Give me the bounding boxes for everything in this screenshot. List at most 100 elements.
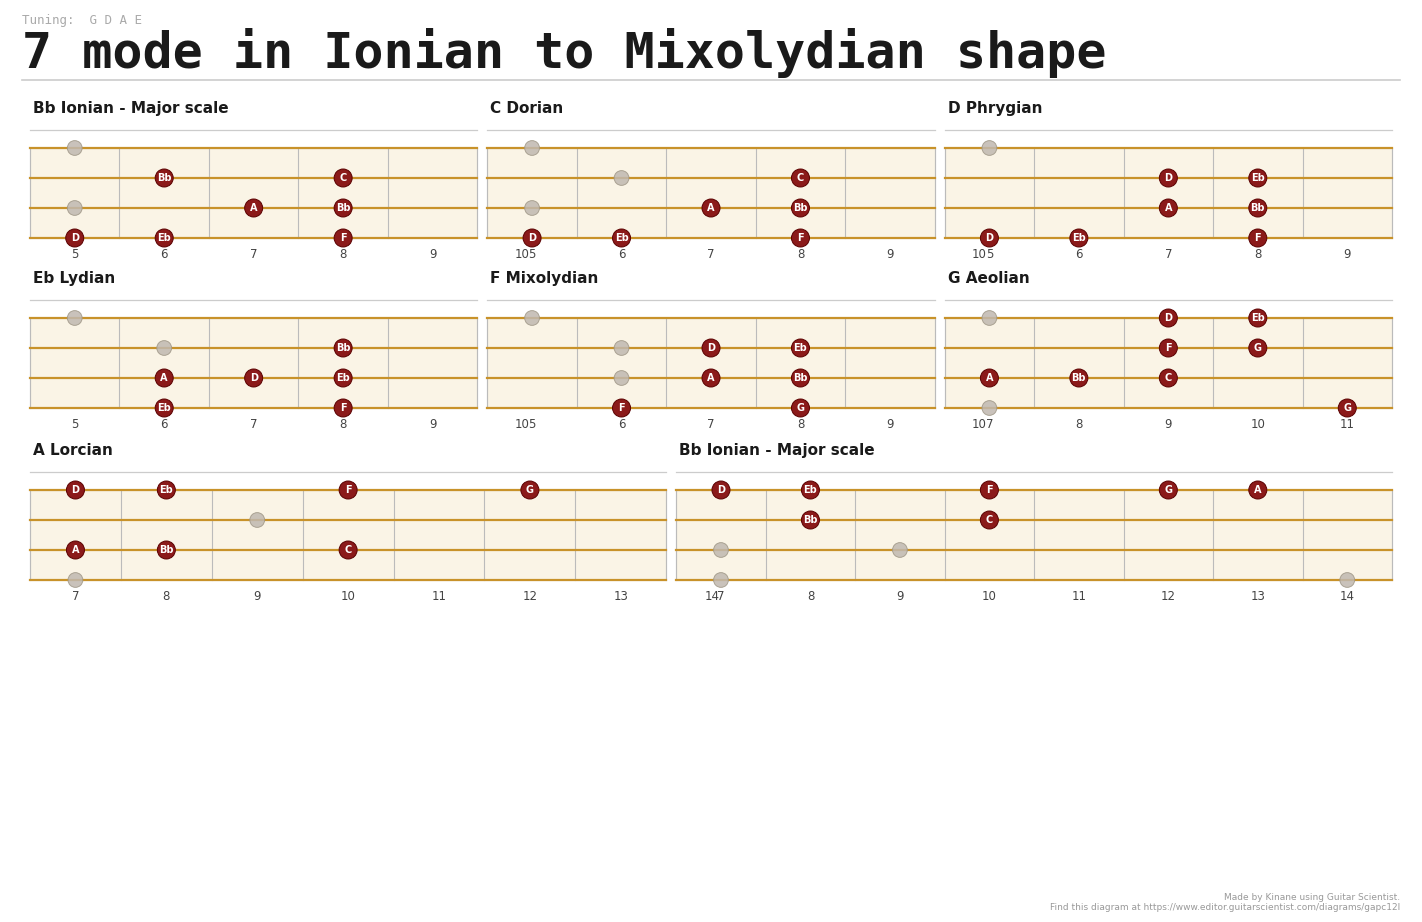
Circle shape: [250, 513, 264, 527]
Text: F: F: [344, 485, 351, 495]
Bar: [677, 490, 1392, 580]
Bar: [30, 490, 667, 580]
Text: Eb: Eb: [793, 343, 808, 353]
Bar: [30, 148, 478, 238]
Text: Bb: Bb: [803, 515, 818, 525]
Bar: [30, 318, 478, 408]
Text: Bb: Bb: [793, 203, 808, 213]
Text: Eb: Eb: [1251, 313, 1264, 323]
Circle shape: [712, 481, 729, 499]
Text: 9: 9: [1344, 248, 1351, 261]
Circle shape: [614, 171, 629, 185]
Text: 6: 6: [1075, 248, 1082, 261]
Bar: [944, 148, 1392, 238]
Circle shape: [156, 340, 172, 355]
Circle shape: [68, 573, 82, 587]
Text: D: D: [1165, 313, 1172, 323]
Text: Bb Ionian - Major scale: Bb Ionian - Major scale: [33, 101, 229, 116]
Text: 7 mode in Ionian to Mixolydian shape: 7 mode in Ionian to Mixolydian shape: [21, 28, 1106, 78]
Text: D: D: [71, 233, 78, 243]
Circle shape: [158, 481, 175, 499]
Text: 5: 5: [71, 418, 78, 431]
Text: 7: 7: [71, 590, 80, 603]
Text: 8: 8: [796, 248, 805, 261]
Text: F: F: [340, 403, 347, 413]
Circle shape: [523, 229, 540, 247]
Circle shape: [792, 369, 809, 387]
Circle shape: [614, 340, 629, 355]
Text: 8: 8: [1075, 418, 1082, 431]
Text: Bb Ionian - Major scale: Bb Ionian - Major scale: [680, 443, 875, 458]
Text: C: C: [344, 545, 351, 555]
Text: Bb: Bb: [793, 373, 808, 383]
Text: Bb: Bb: [336, 343, 350, 353]
Circle shape: [613, 229, 630, 247]
Circle shape: [980, 481, 998, 499]
Text: 12: 12: [1160, 590, 1176, 603]
Circle shape: [792, 199, 809, 217]
Text: G: G: [1254, 343, 1261, 353]
Text: 8: 8: [340, 418, 347, 431]
Circle shape: [155, 169, 173, 187]
Circle shape: [714, 573, 728, 587]
Text: 11: 11: [1071, 590, 1086, 603]
Circle shape: [802, 481, 819, 499]
Text: A: A: [71, 545, 80, 555]
Text: G: G: [1165, 485, 1172, 495]
Text: Eb: Eb: [614, 233, 629, 243]
Circle shape: [702, 369, 720, 387]
Text: 6: 6: [617, 248, 626, 261]
Circle shape: [155, 399, 173, 417]
Text: 7: 7: [707, 248, 715, 261]
Text: 5: 5: [985, 248, 993, 261]
Text: 8: 8: [806, 590, 815, 603]
Text: 13: 13: [613, 590, 629, 603]
Bar: [488, 148, 934, 238]
Text: 8: 8: [162, 590, 171, 603]
Text: C Dorian: C Dorian: [491, 101, 563, 116]
Text: 8: 8: [796, 418, 805, 431]
Text: Eb: Eb: [803, 485, 818, 495]
Text: C: C: [985, 515, 993, 525]
Circle shape: [65, 229, 84, 247]
Text: 11: 11: [431, 590, 447, 603]
Circle shape: [525, 311, 539, 325]
Circle shape: [702, 199, 720, 217]
Circle shape: [334, 339, 353, 357]
Circle shape: [1249, 309, 1267, 327]
Text: 7: 7: [985, 418, 993, 431]
Text: F: F: [1254, 233, 1261, 243]
Circle shape: [614, 371, 629, 385]
Circle shape: [792, 339, 809, 357]
Circle shape: [1249, 199, 1267, 217]
Circle shape: [792, 169, 809, 187]
Text: A: A: [707, 203, 715, 213]
Text: 10: 10: [973, 248, 987, 261]
Circle shape: [338, 481, 357, 499]
Text: 8: 8: [1254, 248, 1261, 261]
Circle shape: [1159, 199, 1177, 217]
Text: Bb: Bb: [156, 173, 172, 183]
Text: 6: 6: [161, 248, 168, 261]
Text: 10: 10: [515, 418, 529, 431]
Text: 10: 10: [341, 590, 356, 603]
Circle shape: [1249, 229, 1267, 247]
Text: 14: 14: [704, 590, 720, 603]
Text: Bb: Bb: [336, 203, 350, 213]
Text: A: A: [1165, 203, 1172, 213]
Text: 8: 8: [340, 248, 347, 261]
Text: Made by Kinane using Guitar Scientist.
Find this diagram at https://www.editor.g: Made by Kinane using Guitar Scientist. F…: [1049, 892, 1401, 912]
Circle shape: [334, 399, 353, 417]
Circle shape: [67, 541, 84, 559]
Text: C: C: [1165, 373, 1172, 383]
Text: 10: 10: [515, 248, 529, 261]
Text: A: A: [161, 373, 168, 383]
Text: F: F: [985, 485, 993, 495]
Text: G: G: [526, 485, 533, 495]
Text: 13: 13: [1250, 590, 1266, 603]
Text: 9: 9: [886, 418, 893, 431]
Text: 14: 14: [1340, 590, 1355, 603]
Text: 9: 9: [886, 248, 893, 261]
Text: 9: 9: [1165, 418, 1172, 431]
Text: 7: 7: [717, 590, 725, 603]
